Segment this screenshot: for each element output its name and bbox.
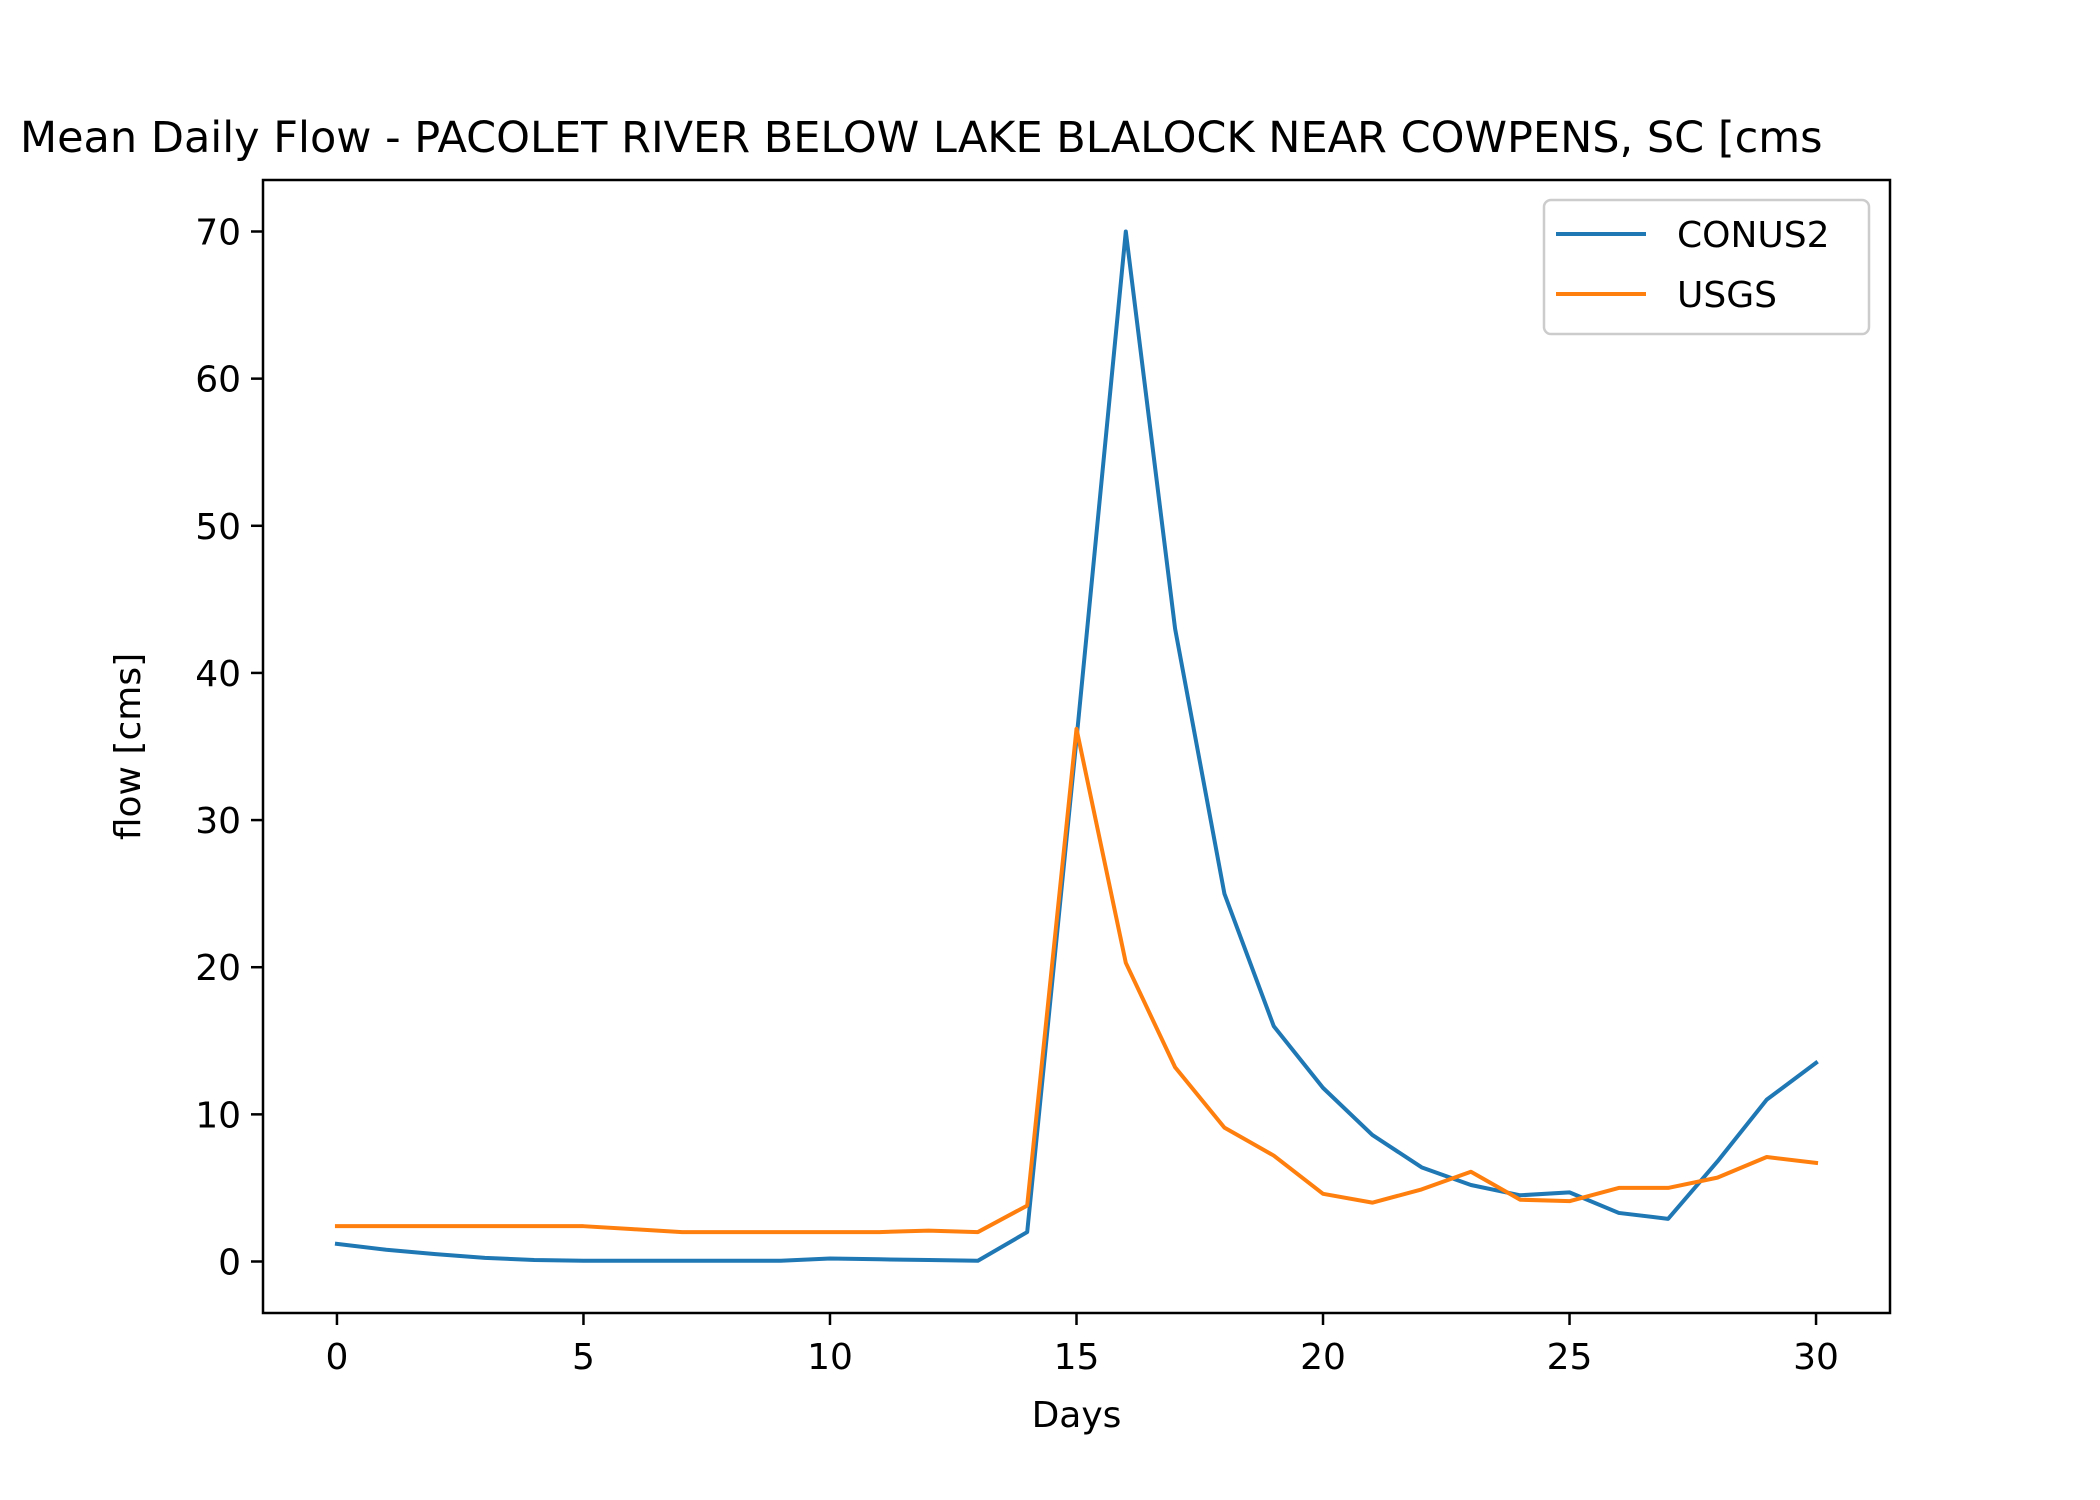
x-tick-label: 20 <box>1300 1337 1346 1378</box>
y-axis-label: flow [cms] <box>108 653 149 840</box>
x-tick-label: 10 <box>807 1337 853 1378</box>
x-tick-label: 0 <box>326 1337 349 1378</box>
legend-label: USGS <box>1677 275 1777 316</box>
y-tick-label: 30 <box>195 801 241 842</box>
series-line-usgs <box>334 726 1819 1235</box>
y-tick-label: 10 <box>195 1095 241 1136</box>
y-tick-label: 60 <box>195 360 241 401</box>
series-layer <box>334 229 1819 1263</box>
y-tick-label: 50 <box>195 507 241 548</box>
x-axis-label: Days <box>1032 1395 1122 1436</box>
x-axis: 0 5 10 15 20 25 30 <box>326 1313 1839 1378</box>
legend: CONUS2 USGS <box>1542 198 1871 336</box>
x-tick-label: 15 <box>1054 1337 1100 1378</box>
chart-title: Mean Daily Flow - PACOLET RIVER BELOW LA… <box>20 113 1823 163</box>
y-axis: 0 10 20 30 40 50 60 70 <box>195 213 263 1284</box>
x-tick-label: 25 <box>1547 1337 1593 1378</box>
x-tick-label: 5 <box>572 1337 595 1378</box>
y-tick-label: 0 <box>218 1243 241 1284</box>
x-tick-label: 30 <box>1793 1337 1839 1378</box>
legend-label: CONUS2 <box>1677 215 1830 256</box>
y-tick-label: 20 <box>195 948 241 989</box>
y-tick-label: 40 <box>195 654 241 695</box>
y-tick-label: 70 <box>195 213 241 254</box>
